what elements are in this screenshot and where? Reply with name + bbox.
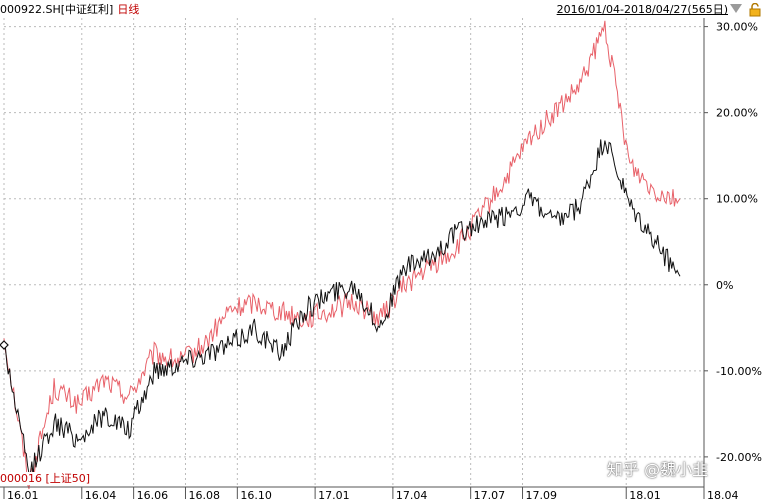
watermark: 知乎 @魏小韭: [607, 460, 709, 479]
x-tick-label: 17.09: [526, 489, 558, 502]
chart-grid: [3, 18, 705, 487]
x-tick-label: 16.06: [137, 489, 169, 502]
y-tick-label: 10.00%: [716, 193, 758, 206]
y-tick-label: -10.00%: [716, 365, 762, 378]
instrument-name: [中证红利]: [60, 3, 114, 16]
x-tick-label: 16.08: [188, 489, 220, 502]
date-range[interactable]: 2016/01/04-2018/04/27(565日): [556, 3, 728, 16]
x-tick-label: 16.04: [85, 489, 117, 502]
series-layer: [0, 20, 681, 490]
series-line-0: [3, 20, 681, 490]
x-tick-label: 18.04: [707, 489, 739, 502]
period-label[interactable]: 日线: [117, 3, 140, 16]
y-tick-label: 20.00%: [716, 107, 758, 120]
unlock-icon[interactable]: [748, 3, 762, 17]
x-tick-label: 18.01: [629, 489, 661, 502]
chart-header: 000922.SH[中证红利] 日线 2016/01/04-2018/04/27(…: [0, 0, 768, 18]
x-tick-label: 16.10: [240, 489, 271, 502]
y-tick-label: -20.00%: [716, 451, 762, 464]
triangle-down-icon[interactable]: [730, 4, 742, 13]
benchmark-label: 000016 [上证50]: [0, 472, 91, 485]
series-line-1: [3, 139, 681, 477]
y-tick-label: 30.00%: [716, 21, 758, 34]
x-tick-label: 17.04: [396, 489, 428, 502]
axis-layer: 30.00% 20.00% 10.00% 0% -10.00% -20.00% 16.01 1…: [0, 18, 762, 502]
start-marker: [0, 340, 9, 350]
instrument-title: 000922.SH[中证红利] 日线: [0, 1, 139, 19]
x-tick-label: 17.01: [318, 489, 350, 502]
x-tick-label: 16.01: [7, 489, 39, 502]
x-tick-label: 17.07: [474, 489, 506, 502]
instrument-code: 000922.SH: [0, 3, 61, 16]
y-tick-label: 0%: [716, 279, 733, 292]
